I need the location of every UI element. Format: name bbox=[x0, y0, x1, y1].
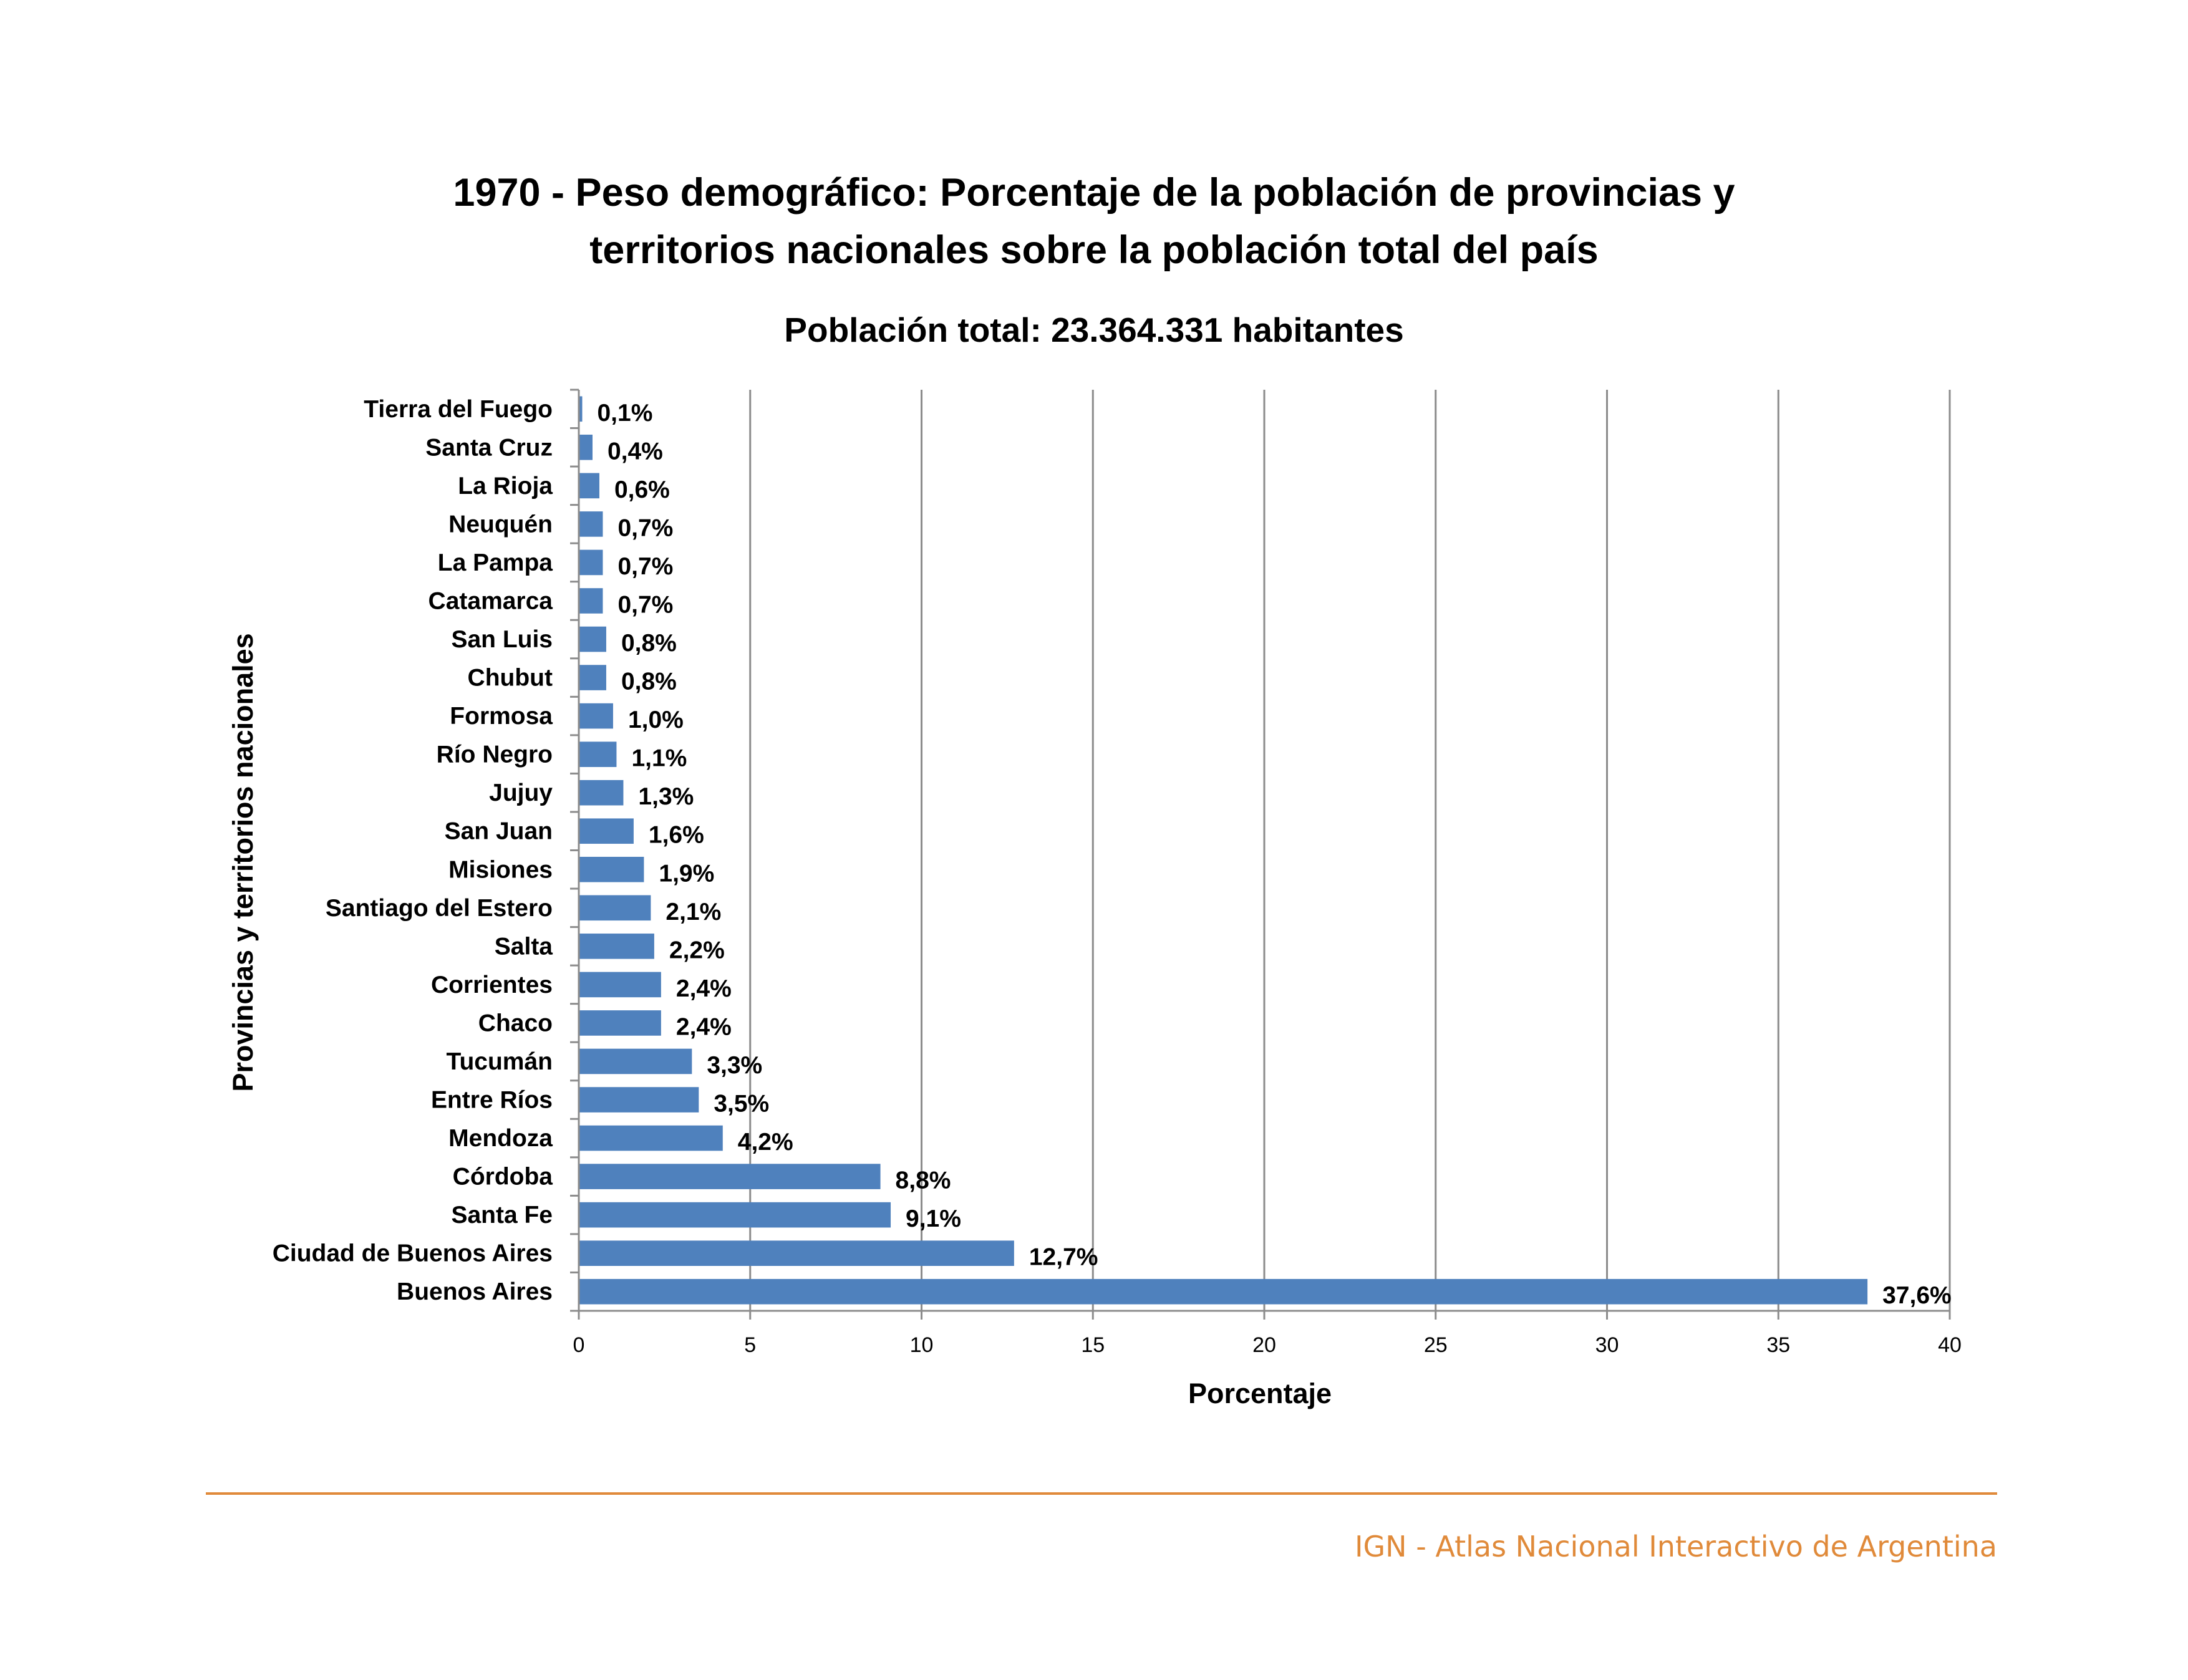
x-tick-label: 25 bbox=[1424, 1333, 1448, 1357]
x-axis-title: Porcentaje bbox=[1188, 1378, 1332, 1409]
category-label: Santiago del Estero bbox=[326, 895, 553, 922]
bar bbox=[579, 626, 606, 652]
x-tick-labels: 0 5 10 15 20 25 30 35 40 bbox=[573, 1333, 1962, 1357]
gridlines bbox=[749, 390, 1951, 1311]
data-label: 3,3% bbox=[707, 1052, 762, 1079]
bar bbox=[579, 1125, 723, 1151]
bar bbox=[579, 549, 603, 576]
bar bbox=[579, 934, 654, 959]
axes bbox=[570, 389, 1951, 1320]
x-tick-label: 5 bbox=[744, 1333, 756, 1357]
x-tick-label: 20 bbox=[1252, 1333, 1276, 1357]
bar bbox=[579, 588, 603, 614]
data-label: 2,1% bbox=[666, 899, 721, 925]
data-label: 1,0% bbox=[628, 707, 684, 733]
data-label: 0,8% bbox=[621, 630, 677, 657]
category-label: Corrientes bbox=[431, 972, 553, 998]
bar bbox=[579, 1048, 692, 1074]
bar bbox=[579, 396, 583, 422]
value-labels: 0,1% 0,4% 0,6% 0,7% 0,7% 0,7% 0,8% 0,8% 1,0% 1,1%… bbox=[597, 400, 1951, 1309]
data-label: 2,4% bbox=[676, 1013, 732, 1040]
category-label: Formosa bbox=[450, 703, 553, 730]
category-label: Ciudad de Buenos Aires bbox=[273, 1240, 553, 1267]
bar bbox=[579, 780, 624, 806]
data-label: 3,5% bbox=[714, 1091, 769, 1118]
data-label: 0,7% bbox=[617, 591, 673, 618]
data-label: 12,7% bbox=[1029, 1244, 1098, 1271]
category-label: Córdoba bbox=[453, 1164, 553, 1190]
x-tick-label: 15 bbox=[1081, 1333, 1105, 1357]
data-label: 0,6% bbox=[614, 476, 670, 503]
data-label: 0,4% bbox=[608, 438, 663, 465]
bar bbox=[579, 665, 606, 690]
data-label: 37,6% bbox=[1882, 1282, 1952, 1309]
chart-title-line-1: 1970 - Peso demográfico: Porcentaje de l… bbox=[453, 171, 1735, 215]
category-label: La Rioja bbox=[458, 473, 553, 500]
category-label: Catamarca bbox=[428, 587, 553, 614]
bar bbox=[579, 473, 599, 499]
data-label: 1,9% bbox=[659, 860, 714, 887]
data-label: 0,8% bbox=[621, 669, 677, 695]
category-label: La Pampa bbox=[438, 549, 553, 576]
chart-title-line-2: territorios nacionales sobre la població… bbox=[589, 228, 1598, 272]
category-label: San Luis bbox=[451, 626, 553, 653]
category-label: Chubut bbox=[468, 665, 553, 692]
bar bbox=[579, 1164, 881, 1189]
bar bbox=[579, 741, 617, 767]
bar bbox=[579, 1240, 1014, 1266]
data-label: 0,7% bbox=[617, 553, 673, 580]
bar bbox=[579, 703, 613, 729]
bar bbox=[579, 818, 634, 844]
category-label: Tucumán bbox=[447, 1048, 553, 1075]
bar bbox=[579, 1087, 699, 1113]
bar bbox=[579, 435, 593, 460]
category-label: Entre Ríos bbox=[431, 1087, 553, 1114]
data-label: 9,1% bbox=[906, 1205, 961, 1232]
category-label: Buenos Aires bbox=[397, 1278, 553, 1305]
category-label: Santa Cruz bbox=[425, 434, 553, 461]
y-axis-title: Provincias y territorios nacionales bbox=[227, 633, 259, 1091]
x-tick-label: 35 bbox=[1766, 1333, 1790, 1357]
bar bbox=[579, 511, 603, 537]
category-label: Tierra del Fuego bbox=[364, 396, 553, 423]
data-label: 1,3% bbox=[638, 783, 694, 810]
category-label: Santa Fe bbox=[451, 1202, 553, 1229]
x-tick-label: 30 bbox=[1595, 1333, 1619, 1357]
data-label: 0,1% bbox=[597, 400, 652, 427]
bar bbox=[579, 1278, 1868, 1305]
bars bbox=[579, 396, 1868, 1305]
data-label: 1,6% bbox=[649, 822, 704, 849]
x-tick-label: 40 bbox=[1938, 1333, 1962, 1357]
bar bbox=[579, 895, 651, 921]
data-label: 2,2% bbox=[669, 937, 725, 963]
category-label: Mendoza bbox=[448, 1125, 553, 1152]
chart-subtitle: Población total: 23.364.331 habitantes bbox=[784, 311, 1403, 349]
bar bbox=[579, 1202, 891, 1228]
x-tick-label: 0 bbox=[573, 1333, 585, 1357]
category-label: Misiones bbox=[448, 856, 553, 883]
x-tick-label: 10 bbox=[910, 1333, 934, 1357]
category-label: Chaco bbox=[478, 1010, 553, 1036]
data-label: 2,4% bbox=[676, 975, 732, 1002]
category-label: Neuquén bbox=[448, 511, 553, 538]
category-labels: Tierra del Fuego Santa Cruz La Rioja Neuqué… bbox=[273, 396, 553, 1305]
bar bbox=[579, 1010, 661, 1036]
category-label: Jujuy bbox=[489, 780, 553, 806]
bar bbox=[579, 856, 644, 882]
data-label: 0,7% bbox=[617, 514, 673, 541]
category-label: Río Negro bbox=[437, 741, 553, 768]
footer-text: IGN - Atlas Nacional Interactivo de Arge… bbox=[1355, 1530, 1997, 1563]
data-label: 1,1% bbox=[631, 745, 687, 772]
category-label: Salta bbox=[495, 933, 553, 960]
data-label: 4,2% bbox=[738, 1129, 793, 1156]
category-label: San Juan bbox=[445, 818, 553, 845]
data-label: 8,8% bbox=[896, 1167, 951, 1194]
bar bbox=[579, 972, 661, 998]
